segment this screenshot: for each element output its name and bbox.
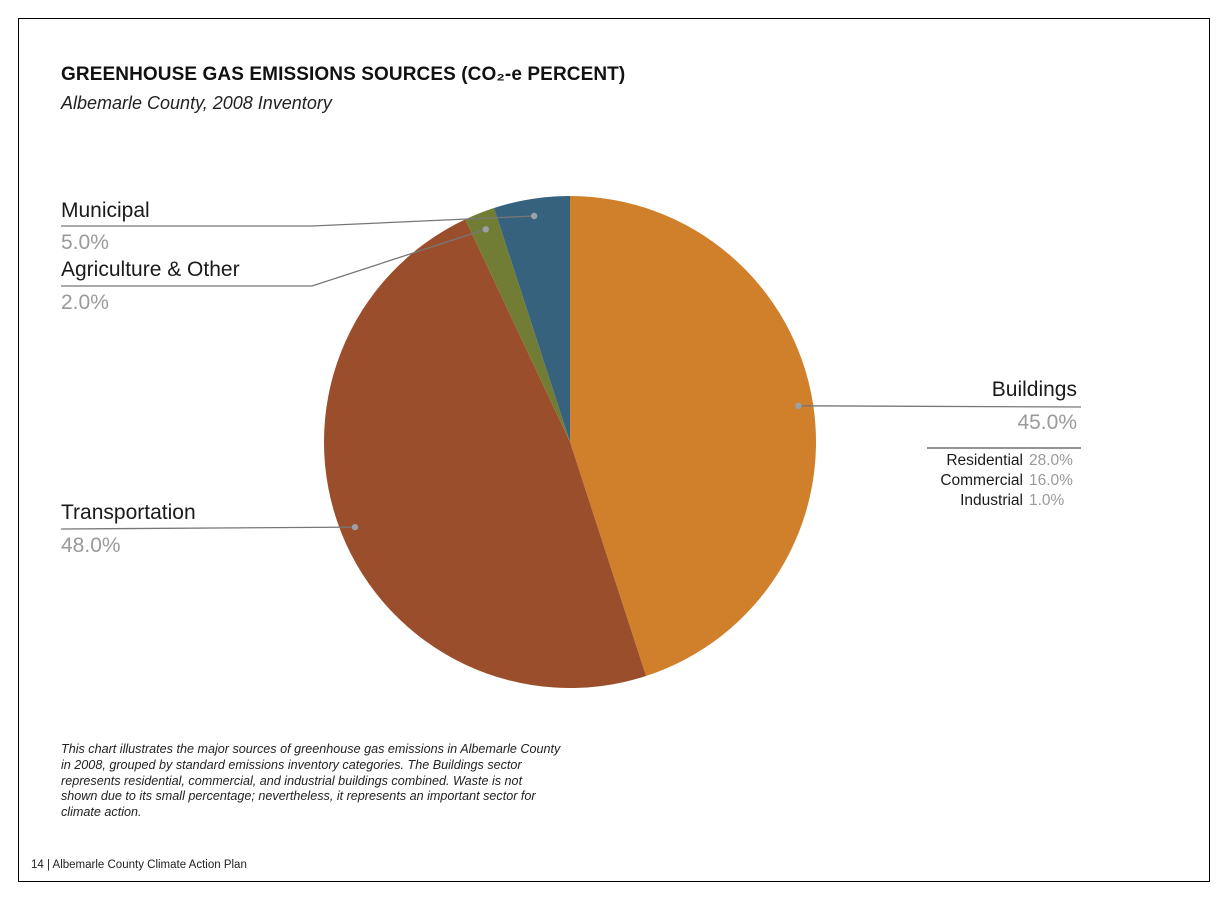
chart-subtitle: Albemarle County, 2008 Inventory bbox=[61, 93, 332, 113]
breakdown-row-residential: Residential 28.0% bbox=[899, 451, 1079, 471]
breakdown-row-commercial: Commercial 16.0% bbox=[899, 471, 1079, 491]
label-transportation-value: 48.0% bbox=[61, 534, 121, 557]
chart-note: This chart illustrates the major sources… bbox=[61, 742, 561, 820]
page-footer: 14 | Albemarle County Climate Action Pla… bbox=[31, 859, 247, 871]
pie-slice-municipal bbox=[493, 196, 570, 442]
label-municipal-name: Municipal bbox=[61, 199, 150, 222]
buildings-breakdown: Residential 28.0% Commercial 16.0% Indus… bbox=[899, 451, 1079, 511]
breakdown-value: 1.0% bbox=[1029, 492, 1065, 509]
breakdown-name: Industrial bbox=[960, 492, 1023, 509]
breakdown-value: 28.0% bbox=[1029, 452, 1073, 469]
leader-line-agriculture-other bbox=[61, 228, 487, 287]
chart-title: GREENHOUSE GAS EMISSIONS SOURCES (CO₂-e … bbox=[61, 64, 626, 85]
label-buildings-value: 45.0% bbox=[1017, 411, 1077, 434]
pie-slice-transportation bbox=[323, 219, 647, 689]
leader-line-municipal bbox=[61, 215, 535, 227]
label-transportation-name: Transportation bbox=[61, 501, 196, 524]
label-agriculture-value: 2.0% bbox=[61, 291, 109, 314]
breakdown-row-industrial: Industrial 1.0% bbox=[899, 491, 1079, 511]
breakdown-name: Residential bbox=[946, 452, 1023, 469]
pie-chart bbox=[60, 196, 1082, 689]
leader-dot-buildings bbox=[795, 402, 802, 409]
label-buildings-name: Buildings bbox=[991, 378, 1077, 401]
leader-dot-transportation bbox=[351, 523, 359, 531]
breakdown-name: Commercial bbox=[940, 472, 1023, 489]
label-municipal-value: 5.0% bbox=[61, 231, 109, 254]
pie-slices bbox=[323, 196, 817, 689]
report-page: GREENHOUSE GAS EMISSIONS SOURCES (CO₂-e … bbox=[18, 18, 1210, 882]
leader-line-buildings bbox=[798, 405, 1082, 408]
pie-slice-buildings bbox=[570, 196, 817, 676]
pie-slice-agriculture-other bbox=[465, 208, 570, 442]
leader-line-transportation bbox=[60, 526, 356, 530]
breakdown-value: 16.0% bbox=[1029, 472, 1073, 489]
label-agriculture-name: Agriculture & Other bbox=[61, 258, 240, 281]
leader-dot-agriculture-other bbox=[482, 226, 489, 233]
leader-lines bbox=[60, 212, 1082, 531]
leader-dot-municipal bbox=[531, 212, 538, 220]
